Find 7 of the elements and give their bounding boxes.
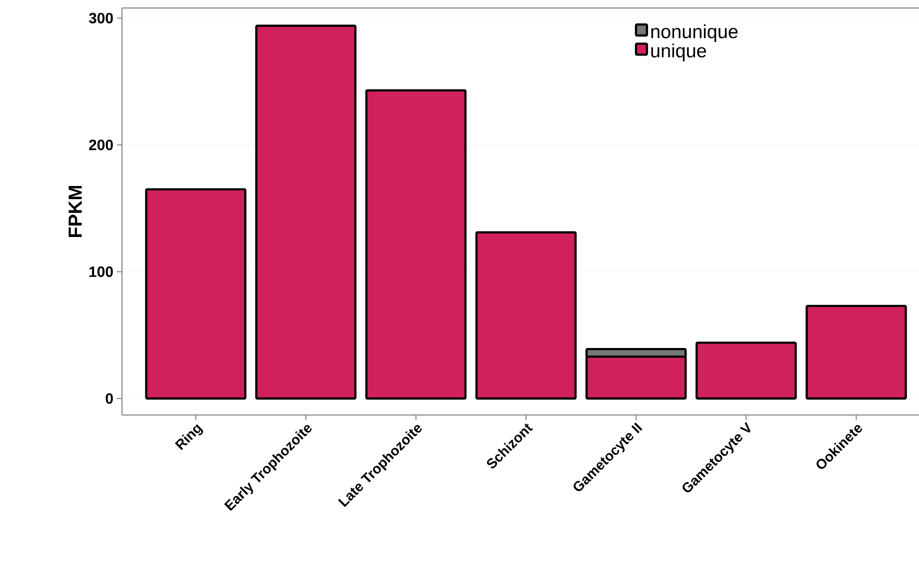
y-tick-label: 100 bbox=[89, 266, 113, 277]
y-axis-title: FPKM bbox=[68, 186, 82, 238]
y-tick-label: 0 bbox=[106, 393, 113, 404]
legend-label: unique bbox=[651, 44, 706, 62]
legend-label: nonunique bbox=[651, 24, 738, 42]
y-tick-label: 200 bbox=[89, 140, 113, 150]
y-tick-label: 300 bbox=[88, 12, 113, 24]
